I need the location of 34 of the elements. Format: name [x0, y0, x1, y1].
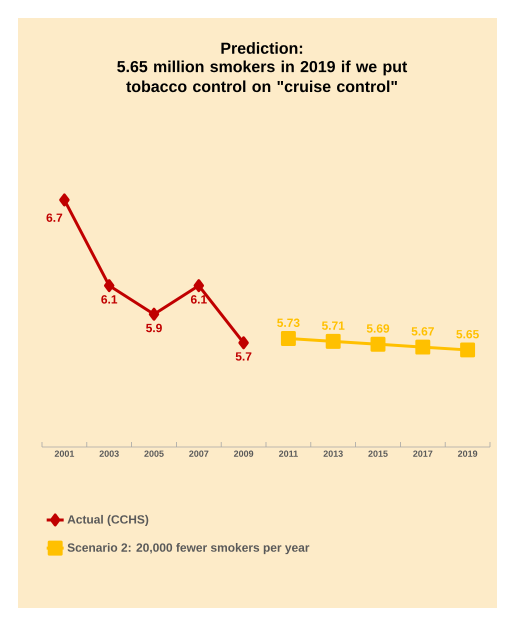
x-tick-label: 2013	[324, 450, 343, 457]
x-tick-label: 2017	[413, 450, 432, 457]
data-label: 5.7	[236, 352, 252, 361]
point	[238, 336, 249, 350]
point	[280, 331, 296, 346]
point	[370, 336, 386, 352]
data-label: 5.73	[277, 318, 300, 327]
data-label: 5.67	[412, 327, 434, 336]
data-label: 6.1	[101, 295, 118, 304]
x-tick-label: 2009	[234, 450, 254, 457]
legend-label: Scenario 2: 20,000 fewer smokers per year	[68, 543, 310, 554]
data-label: 6.7	[46, 213, 62, 222]
data-label: 5.69	[366, 324, 390, 333]
chart-title: Prediction:	[221, 42, 302, 54]
data-label: 5.65	[456, 330, 479, 338]
legend-label: Actual (CCHS)	[67, 514, 148, 526]
x-tick-label: 2007	[189, 450, 208, 457]
point	[415, 340, 430, 355]
point	[148, 308, 160, 321]
point	[194, 279, 204, 292]
data-label: 5.71	[322, 322, 344, 330]
data-label: 6.1	[190, 295, 207, 304]
x-tick-label: 2001	[54, 450, 74, 457]
x-tick-label: 2015	[368, 450, 388, 457]
x-tick-label: 2011	[278, 450, 298, 457]
x-tick-label: 2005	[144, 450, 164, 457]
point	[59, 193, 70, 206]
x-tick-label: 2019	[458, 450, 478, 457]
x-tick-label: 2003	[100, 450, 119, 457]
point	[326, 334, 341, 349]
chart-subtitle: 5.65 million smokers in 2019 if we put tobacco control on "cruise control"	[117, 60, 408, 92]
point	[104, 279, 114, 292]
data-label: 5.9	[146, 324, 162, 332]
point	[460, 342, 476, 358]
